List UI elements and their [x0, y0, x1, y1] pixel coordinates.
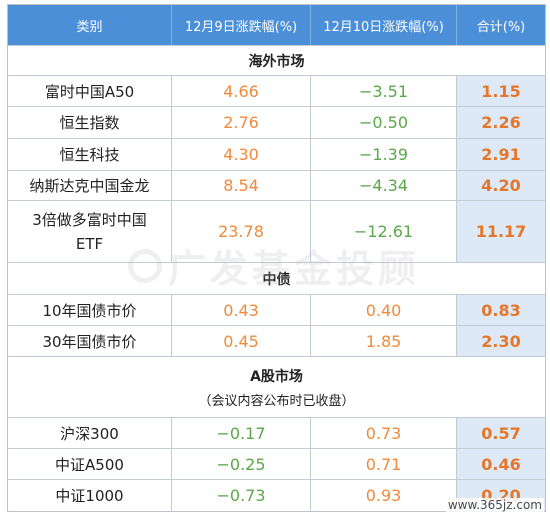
section-bond: 中债 [8, 263, 545, 295]
row-dec9-value: 8.54 [172, 171, 311, 200]
table-row: 恒生科技 4.30 −1.39 2.91 [8, 139, 545, 171]
header-total: 合计(%) [476, 19, 526, 35]
row-name: 中证1000 [8, 480, 172, 511]
row-dec10-value: −0.50 [311, 107, 457, 138]
row-dec9-value: 0.45 [172, 326, 311, 356]
row-dec10-value: −12.61 [311, 201, 457, 262]
section-ashare: A股市场 （会议内容公布时已收盘） [8, 357, 545, 418]
row-dec10-value: −1.39 [311, 139, 457, 170]
row-name: 恒生指数 [8, 107, 172, 138]
row-total-value: 1.15 [457, 76, 545, 106]
row-total-value: 0.83 [457, 295, 545, 325]
row-name: 恒生科技 [8, 139, 172, 170]
row-total-value: 11.17 [457, 201, 545, 262]
row-dec10-value: 0.40 [311, 295, 457, 325]
row-dec9-value: 4.66 [172, 76, 311, 106]
table-row: 30年国债市价 0.45 1.85 2.30 [8, 326, 545, 357]
table-row: 3倍做多富时中国 ETF 23.78 −12.61 11.17 [8, 201, 545, 263]
header-category: 类别 [8, 5, 172, 45]
section-title: 中债 [262, 271, 291, 288]
row-dec9-value: −0.25 [172, 449, 311, 479]
row-total-value: 0.46 [457, 449, 545, 479]
row-total-value: 4.20 [457, 171, 545, 200]
row-name: 富时中国A50 [8, 76, 172, 106]
row-name: 3倍做多富时中国 ETF [8, 201, 172, 262]
section-note: （会议内容公布时已收盘） [198, 393, 355, 409]
section-title: 海外市场 [248, 53, 305, 70]
row-dec10-value: 0.93 [311, 480, 457, 511]
row-name: 中证A500 [8, 449, 172, 479]
row-name: 30年国债市价 [8, 326, 172, 356]
row-dec9-value: 4.30 [172, 139, 311, 170]
table-row: 10年国债市价 0.43 0.40 0.83 [8, 295, 545, 326]
table-row: 恒生指数 2.76 −0.50 2.26 [8, 107, 545, 139]
table-row: 纳斯达克中国金龙 8.54 −4.34 4.20 [8, 171, 545, 201]
row-dec9-value: 23.78 [172, 201, 311, 262]
row-name: 纳斯达克中国金龙 [8, 171, 172, 200]
row-name: 10年国债市价 [8, 295, 172, 325]
row-dec10-value: 0.71 [311, 449, 457, 479]
section-title: A股市场 [250, 368, 303, 385]
table-row: 中证A500 −0.25 0.71 0.46 [8, 449, 545, 480]
returns-table: 类别 12月9日涨跌幅(%) 12月10日涨跌幅(%) 合计(%) 海外市场 富… [7, 4, 546, 512]
table-header: 类别 12月9日涨跌幅(%) 12月10日涨跌幅(%) 合计(%) [8, 5, 545, 46]
row-dec9-value: −0.17 [172, 418, 311, 448]
row-dec9-value: 0.43 [172, 295, 311, 325]
row-dec10-value: −3.51 [311, 76, 457, 106]
header-dec9: 12月9日涨跌幅(%) [172, 5, 311, 45]
table-row: 富时中国A50 4.66 −3.51 1.15 [8, 76, 545, 107]
row-name: 沪深300 [8, 418, 172, 448]
row-total-value: 2.91 [457, 139, 545, 170]
row-total-value: 0.57 [457, 418, 545, 448]
table-row: 沪深300 −0.17 0.73 0.57 [8, 418, 545, 449]
header-dec10: 12月10日涨跌幅(%) [311, 5, 457, 45]
row-dec10-value: 0.73 [311, 418, 457, 448]
row-name-line2: ETF [75, 234, 104, 253]
row-total-value: 2.26 [457, 107, 545, 138]
row-dec9-value: 2.76 [172, 107, 311, 138]
section-overseas: 海外市场 [8, 46, 545, 76]
site-watermark: www.365jz.com [445, 498, 544, 512]
row-total-value: 2.30 [457, 326, 545, 356]
row-dec9-value: −0.73 [172, 480, 311, 511]
row-name-line1: 3倍做多富时中国 [32, 210, 147, 229]
row-dec10-value: 1.85 [311, 326, 457, 356]
row-dec10-value: −4.34 [311, 171, 457, 200]
